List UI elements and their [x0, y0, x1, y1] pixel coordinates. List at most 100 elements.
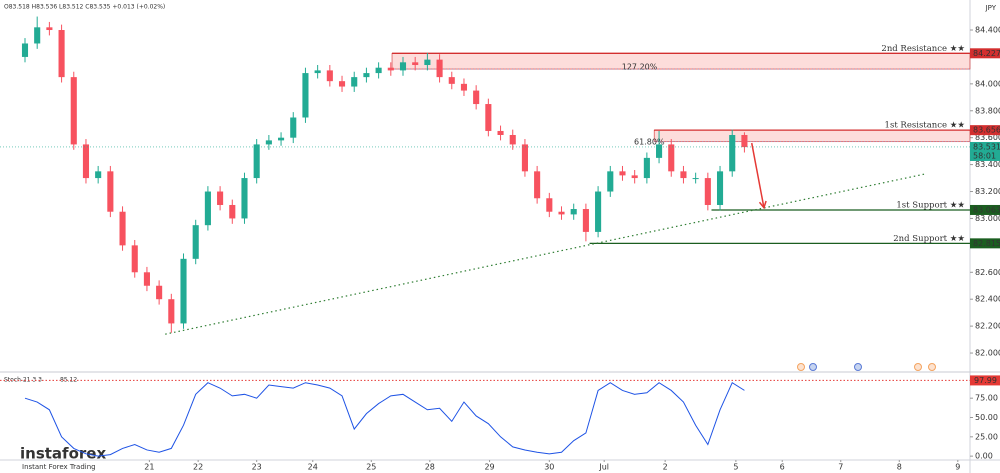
candle-body: [595, 191, 602, 232]
candle-body: [521, 144, 528, 172]
x-tick-label: 2: [663, 463, 668, 472]
candle-body: [619, 171, 626, 176]
candle-body: [253, 144, 260, 179]
candle-body: [485, 104, 492, 131]
x-tick-label: 25: [366, 463, 376, 472]
candle-body: [119, 211, 126, 246]
x-tick-label: 22: [193, 463, 203, 472]
x-tick-label: 8: [897, 463, 902, 472]
level-price: 82.815: [973, 239, 1000, 248]
fib-label: 127.20%: [622, 63, 658, 72]
candle-body: [716, 171, 724, 205]
candle-body: [143, 272, 150, 286]
candle-body: [741, 134, 748, 148]
y2-tick-label: 75.00: [975, 394, 998, 403]
arrow-head: [758, 200, 767, 210]
x-tick-label: 21: [144, 463, 154, 472]
candle-body: [156, 285, 163, 300]
x-tick-label: 23: [252, 463, 262, 472]
x-tick-label: 29: [484, 463, 494, 472]
overbought-box: [970, 375, 1000, 386]
level-price-box: [970, 48, 1000, 59]
candle-body: [448, 77, 455, 84]
candle-body: [21, 43, 29, 57]
candle-body: [643, 157, 650, 179]
candle-body: [95, 171, 102, 179]
candle-body: [46, 27, 53, 31]
candle-body: [546, 198, 553, 212]
candle-body: [131, 245, 138, 273]
x-tick-label: 7: [838, 463, 843, 472]
candle-body: [692, 178, 699, 180]
candle-body: [570, 209, 577, 215]
candle-body: [473, 90, 480, 105]
y-tick-label: 83.800: [975, 106, 1000, 115]
candle-body: [338, 81, 346, 87]
candle-body: [180, 258, 187, 324]
x-tick-label: 5: [733, 463, 738, 472]
candle-body: [534, 171, 541, 199]
candle-body: [192, 225, 199, 259]
level-price: 84.227: [973, 49, 1000, 58]
candle-body: [412, 62, 419, 66]
candle-body: [241, 178, 248, 219]
level-price: 83.063: [973, 205, 1000, 214]
candle-body: [582, 209, 589, 232]
x-tick-label: Jul: [598, 463, 609, 472]
event-icons: [797, 363, 936, 371]
y-tick-label: 82.600: [975, 268, 1000, 277]
candle-body: [424, 59, 431, 66]
event-icon: [854, 363, 862, 371]
candle-body: [278, 137, 285, 141]
level-name: 1st Support ★★: [896, 200, 965, 210]
y-tick-label: 82.400: [975, 295, 1000, 304]
x-tick-label: 28: [425, 463, 435, 472]
candle-body: [168, 299, 175, 324]
candle-body: [265, 140, 272, 145]
watermark-tagline: Instant Forex Trading: [22, 463, 96, 471]
candle-body: [704, 178, 711, 205]
candle-body: [70, 77, 77, 145]
last-price-box: [970, 141, 1000, 161]
y-tick-label: 83.200: [975, 187, 1000, 196]
candle-body: [387, 67, 394, 71]
event-icon: [797, 363, 805, 371]
candle-body: [107, 171, 114, 212]
event-icon: [809, 363, 817, 371]
candle-body: [729, 134, 736, 172]
candle-body: [363, 73, 370, 78]
candle-body: [680, 171, 687, 179]
stoch-name: Stoch 21 3 3: [4, 377, 42, 384]
y2-tick-label: 25.00: [975, 432, 998, 441]
y-tick-label: 83.000: [975, 214, 1000, 223]
level-name: 1st Resistance ★★: [885, 121, 966, 131]
candle-body: [229, 204, 236, 219]
candle-body: [607, 171, 614, 192]
level-price-box: [970, 238, 1000, 249]
x-tick-label: 9: [955, 463, 960, 472]
trendline: [165, 173, 926, 335]
candle-body: [558, 211, 565, 215]
candle-body: [497, 130, 504, 135]
overbought-label: 97.99: [974, 376, 997, 385]
candle-body: [302, 73, 309, 118]
watermark-brand: instaforex: [20, 445, 106, 463]
candle-body: [631, 175, 638, 179]
y2-tick-label: 50.00: [975, 413, 998, 422]
stoch-value: 85.12: [60, 377, 77, 384]
event-icon: [914, 363, 922, 371]
resistance-zone: [391, 52, 971, 70]
last-price: 83.531: [973, 142, 1000, 151]
level-price: 83.656: [973, 126, 1000, 135]
x-tick-label: 6: [780, 463, 785, 472]
y-tick-label: 84.000: [975, 79, 1000, 88]
candle-body: [668, 144, 675, 172]
level-price-box: [970, 125, 1000, 136]
arrow-shaft: [750, 142, 765, 208]
y-tick-label: 82.000: [975, 349, 1000, 358]
y-tick-label: 84.400: [975, 26, 1000, 35]
candle-body: [436, 59, 443, 78]
stoch-line: [24, 381, 745, 457]
